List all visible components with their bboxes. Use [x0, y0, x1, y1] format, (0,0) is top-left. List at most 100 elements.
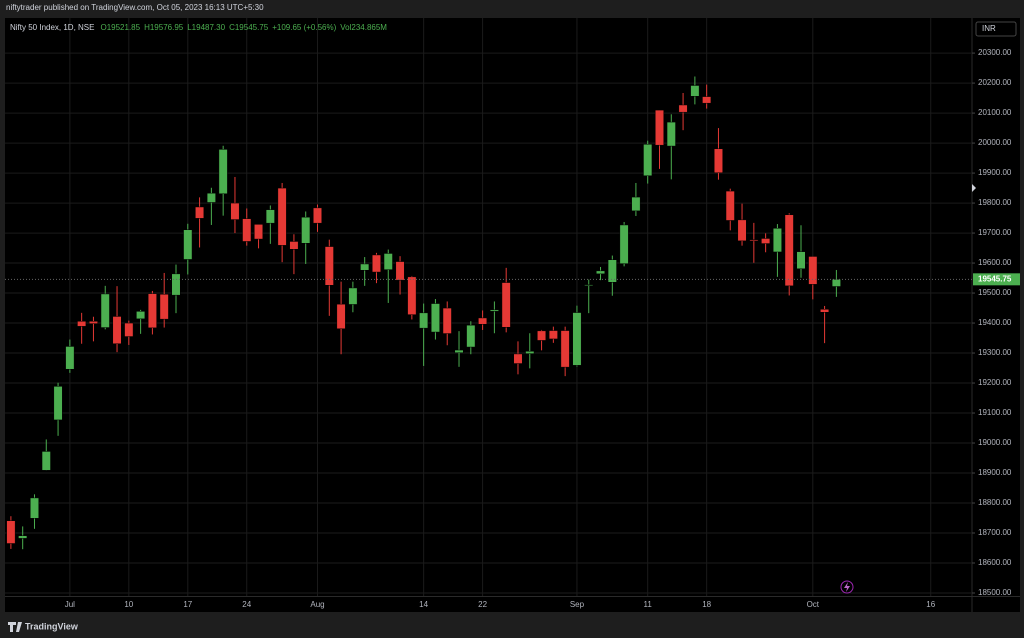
- y-tick-label: 19400.00: [978, 318, 1012, 327]
- candle-body: [631, 196, 641, 212]
- x-tick-label: 16: [926, 600, 935, 609]
- y-tick-label: 19500.00: [978, 288, 1012, 297]
- currency-box[interactable]: [975, 21, 1017, 37]
- candle-body: [324, 246, 334, 286]
- candle-body: [18, 535, 28, 539]
- candle-body: [112, 316, 122, 344]
- candle-body: [690, 85, 700, 97]
- x-tick-label: 11: [644, 600, 653, 609]
- legend: Nifty 50 Index, 1D, NSE O19521.85 H19576.9…: [10, 23, 387, 32]
- candle-body: [313, 207, 323, 224]
- candle-body: [336, 303, 346, 329]
- candle-body: [442, 307, 452, 334]
- y-tick-label: 18700.00: [978, 528, 1012, 537]
- candle-body: [548, 330, 558, 340]
- candle-body: [65, 346, 75, 370]
- y-tick-label: 18600.00: [978, 558, 1012, 567]
- x-tick-label: 10: [124, 600, 133, 609]
- candle-body: [454, 349, 464, 353]
- candle-body: [772, 228, 782, 253]
- currency[interactable]: INR: [982, 24, 996, 33]
- candle-body: [666, 121, 676, 147]
- candle-body: [183, 229, 193, 260]
- candle-body: [77, 320, 87, 327]
- candle-body: [419, 312, 429, 329]
- x-tick-label: Jul: [65, 600, 75, 609]
- candle-body: [725, 190, 735, 221]
- candle-body: [489, 309, 499, 312]
- candle-body: [537, 330, 547, 341]
- ohlc-value: H19576.95: [144, 23, 184, 32]
- candle-body: [572, 312, 582, 366]
- x-tick-label: 24: [242, 600, 251, 609]
- y-tick-label: 18500.00: [978, 588, 1012, 597]
- candle-body: [654, 109, 664, 146]
- candle-body: [784, 214, 794, 287]
- candle-body: [407, 276, 417, 315]
- candle-body: [831, 279, 841, 287]
- candle-body: [466, 324, 476, 348]
- candle-body: [501, 282, 511, 328]
- candle-body: [230, 202, 240, 220]
- candle-body: [159, 294, 169, 320]
- candle-body: [596, 270, 606, 275]
- x-tick-label: Oct: [807, 600, 820, 609]
- candle-body: [124, 322, 134, 337]
- y-tick-label: 19900.00: [978, 168, 1012, 177]
- candle-body: [560, 330, 570, 368]
- y-tick-label: 18900.00: [978, 468, 1012, 477]
- candle-body: [478, 317, 488, 325]
- ohlc-value: O19521.85: [100, 23, 140, 32]
- candle-body: [749, 239, 759, 242]
- candle-body: [430, 303, 440, 333]
- candle-body: [713, 148, 723, 174]
- candle-body: [147, 293, 157, 329]
- y-tick-label: 19600.00: [978, 258, 1012, 267]
- ohlc-value: L19487.30: [187, 23, 225, 32]
- candle-body: [702, 96, 712, 104]
- y-tick-label: 19000.00: [978, 438, 1012, 447]
- candle-body: [29, 497, 39, 519]
- candle-body: [761, 238, 771, 244]
- candle-body: [607, 259, 617, 283]
- candle-body: [348, 287, 358, 305]
- price-badge: [973, 273, 1020, 286]
- brand: TradingView: [25, 621, 79, 631]
- candles: [5, 76, 972, 550]
- candle-body: [513, 353, 523, 364]
- x-tick-label: 17: [183, 600, 192, 609]
- candle-body: [218, 149, 228, 195]
- x-tick-label: 18: [702, 600, 711, 609]
- candle-body: [195, 206, 205, 219]
- ohlc-value: C19545.75: [229, 23, 269, 32]
- price-axis: [972, 18, 1020, 596]
- candle-body: [254, 224, 264, 240]
- candle-body: [796, 251, 806, 270]
- y-tick-label: 19800.00: [978, 198, 1012, 207]
- price-label: 19545.75: [978, 274, 1012, 283]
- alert-icon[interactable]: [840, 580, 854, 594]
- x-tick-label: Sep: [570, 600, 585, 609]
- candle-body: [136, 311, 146, 320]
- candle-body: [206, 192, 216, 203]
- candle-body: [584, 284, 594, 286]
- ohlc-value: +109.65 (+0.56%): [272, 23, 336, 32]
- symbol: Nifty 50 Index, 1D, NSE: [10, 23, 94, 32]
- y-tick-label: 18800.00: [978, 498, 1012, 507]
- x-tick-label: 22: [478, 600, 487, 609]
- y-tick-label: 20000.00: [978, 138, 1012, 147]
- candle-body: [171, 273, 181, 296]
- candle-body: [301, 216, 311, 244]
- candle-body: [808, 256, 818, 285]
- candle-body: [643, 144, 653, 177]
- x-tick-label: Aug: [310, 600, 324, 609]
- candle-body: [88, 320, 98, 324]
- x-tick-label: 14: [419, 600, 428, 609]
- scroll-arrow[interactable]: [972, 184, 976, 192]
- publisher: niftytrader published on TradingView.com…: [6, 3, 264, 12]
- candle-body: [360, 263, 370, 271]
- y-tick-label: 19700.00: [978, 228, 1012, 237]
- brand-logo: [8, 622, 22, 632]
- candle-body: [41, 451, 51, 471]
